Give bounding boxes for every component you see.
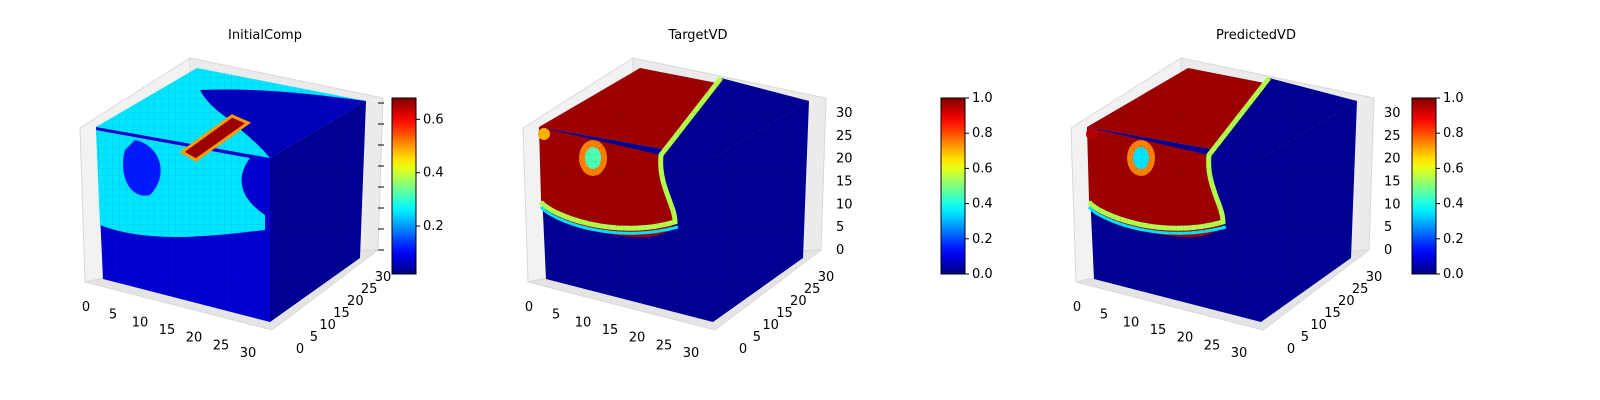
x-tick-label: 25: [656, 338, 673, 353]
colorbar-tick-label: 0.0: [1443, 267, 1464, 282]
y-tick-label: 15: [333, 306, 350, 321]
z-tick-label: 15: [1384, 175, 1401, 190]
z-tick-label: 10: [836, 197, 853, 212]
voxel-grid: [539, 127, 713, 322]
colorbar: [940, 97, 966, 275]
colorbar-tick-label: 0.2: [972, 232, 993, 247]
colorbar-tick-label: 0.6: [1443, 161, 1464, 176]
voxel-grid: [713, 101, 809, 322]
y-tick-label: 10: [1310, 318, 1327, 333]
y-tick-label: 10: [762, 318, 779, 333]
x-tick-label: 30: [240, 346, 257, 361]
colorbar-tick-label: 0.2: [423, 219, 444, 234]
colorbar-tick-label: 0.8: [1443, 126, 1464, 141]
colorbar-tick-label: 0.6: [423, 112, 444, 127]
x-tick-label: 15: [159, 323, 176, 338]
colorbar-tick-label: 0.0: [972, 267, 993, 282]
y-tick-label: 5: [310, 330, 318, 345]
y-tick-label: 20: [347, 294, 364, 309]
colorbar-tick-label: 0.4: [423, 166, 444, 181]
z-tick-label: 0: [836, 243, 844, 258]
colorbar-tick-label: 1.0: [1443, 91, 1464, 106]
voxel-grid: [96, 127, 270, 322]
y-tick-label: 10: [319, 318, 336, 333]
colorbar: [1411, 97, 1437, 275]
colorbar-tick-label: 0.4: [972, 197, 993, 212]
z-tick-label: 0: [1384, 243, 1392, 258]
x-tick-label: 15: [1150, 323, 1167, 338]
x-tick-label: 25: [1204, 338, 1221, 353]
x-tick-label: 20: [1177, 331, 1194, 346]
voxel-grid: [1087, 68, 1357, 158]
x-tick-label: 25: [213, 338, 230, 353]
y-tick-label: 25: [1352, 282, 1369, 297]
z-tick-label: 15: [836, 175, 853, 190]
y-tick-label: 0: [296, 342, 304, 357]
y-tick-label: 0: [739, 342, 747, 357]
x-tick-label: 10: [132, 315, 149, 330]
y-tick-label: 5: [753, 330, 761, 345]
voxel-grid: [539, 68, 809, 158]
x-tick-label: 10: [575, 315, 592, 330]
panel-title: TargetVD: [667, 28, 727, 43]
colorbar-tick-label: 0.2: [1443, 232, 1464, 247]
y-tick-label: 15: [776, 306, 793, 321]
x-tick-label: 5: [1100, 308, 1108, 323]
y-tick-label: 20: [790, 294, 807, 309]
x-tick-label: 20: [629, 331, 646, 346]
y-tick-label: 0: [1287, 342, 1295, 357]
y-tick-label: 15: [1324, 306, 1341, 321]
z-tick-label: 25: [836, 129, 853, 144]
voxel-grid: [1087, 127, 1261, 322]
x-tick-label: 30: [683, 346, 700, 361]
z-tick-label: 20: [836, 152, 853, 167]
colorbar-tick-label: 0.6: [972, 161, 993, 176]
x-tick-label: 20: [186, 331, 203, 346]
y-tick-label: 20: [1338, 294, 1355, 309]
z-tick-label: 10: [1384, 197, 1401, 212]
colorbar-tick-label: 0.8: [972, 126, 993, 141]
z-tick-label: 30: [1384, 106, 1401, 121]
voxel-grid: [96, 68, 366, 158]
y-tick-label: 25: [361, 282, 378, 297]
y-tick-label: 30: [375, 270, 392, 285]
voxel-grid: [1261, 101, 1357, 322]
z-tick-label: 5: [1384, 220, 1392, 235]
panel-title: PredictedVD: [1216, 28, 1296, 43]
x-tick-label: 5: [109, 308, 117, 323]
y-tick-label: 30: [1366, 270, 1383, 285]
x-tick-label: 0: [1073, 300, 1081, 315]
z-tick-label: 20: [1384, 152, 1401, 167]
x-tick-label: 15: [602, 323, 619, 338]
x-tick-label: 0: [82, 300, 90, 315]
x-tick-label: 0: [525, 300, 533, 315]
z-tick-label: 25: [1384, 129, 1401, 144]
voxel-grid: [270, 101, 366, 322]
x-tick-label: 10: [1123, 315, 1140, 330]
colorbar: [391, 97, 417, 275]
y-tick-label: 30: [818, 270, 835, 285]
x-tick-label: 30: [1231, 346, 1248, 361]
colorbar-tick-label: 0.4: [1443, 197, 1464, 212]
x-tick-label: 5: [552, 308, 560, 323]
panel-title: InitialComp: [228, 28, 302, 43]
z-tick-label: 5: [836, 220, 844, 235]
y-tick-label: 25: [804, 282, 821, 297]
colorbar-tick-label: 1.0: [972, 91, 993, 106]
z-tick-label: 30: [836, 106, 853, 121]
y-tick-label: 5: [1301, 330, 1309, 345]
